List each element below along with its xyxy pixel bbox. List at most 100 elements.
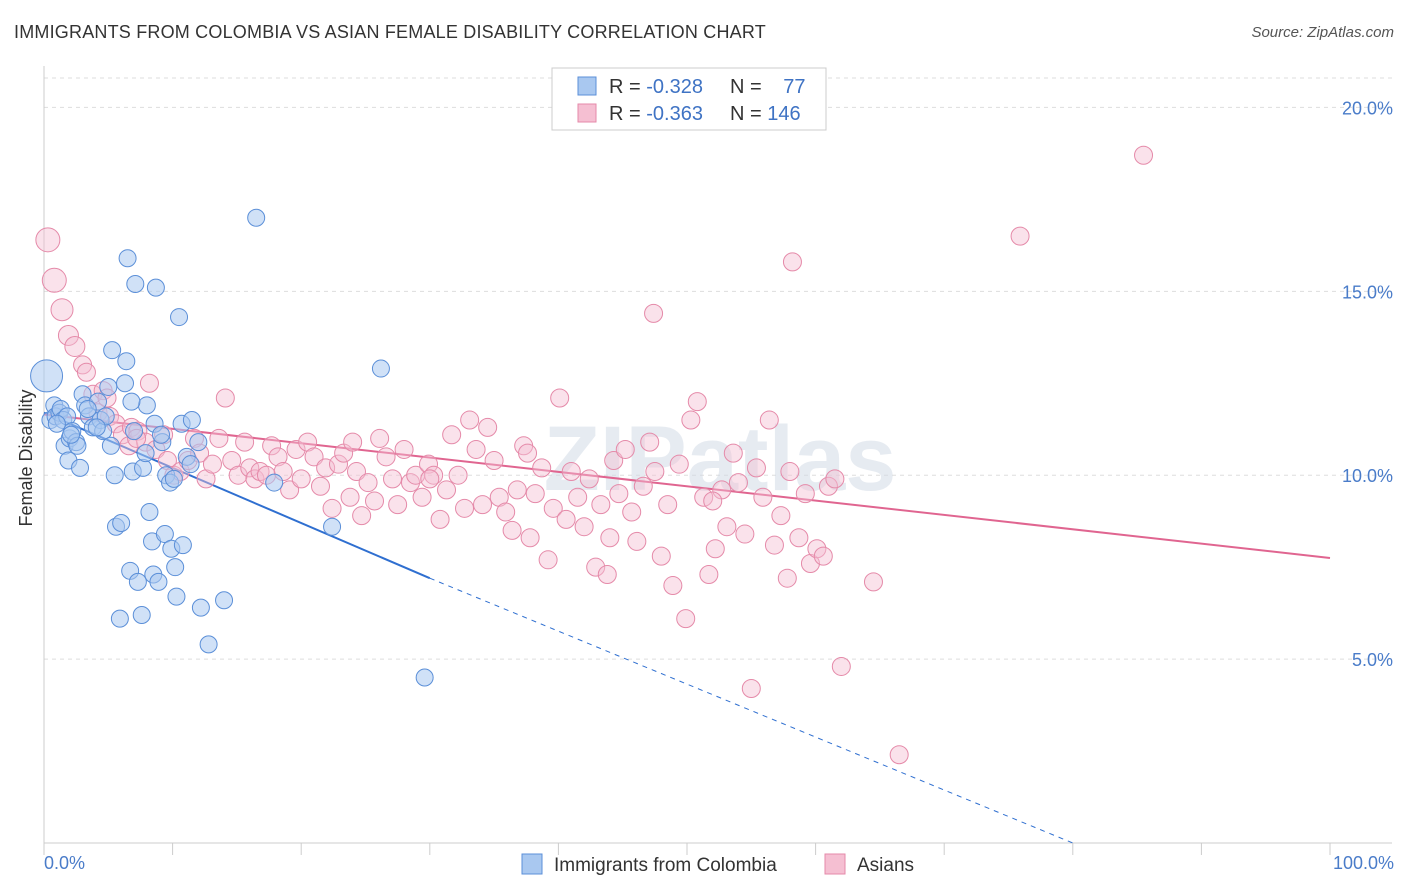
point-asians-67 — [437, 480, 457, 500]
point-asians-42 — [286, 439, 306, 459]
point-colombia-62 — [247, 208, 266, 227]
legend-r-label-colombia: R = — [609, 76, 646, 98]
point-asians-134 — [863, 572, 883, 592]
point-colombia-38 — [134, 458, 153, 477]
point-asians-79 — [507, 480, 527, 500]
point-colombia-51 — [166, 558, 185, 577]
point-asians-54 — [358, 473, 378, 493]
point-colombia-53 — [170, 308, 189, 327]
point-colombia-68 — [62, 425, 81, 444]
y-tick-labels: 5.0% 10.0% 15.0% 20.0% — [1342, 98, 1393, 670]
point-colombia-14 — [71, 458, 90, 477]
point-asians-55 — [365, 491, 385, 511]
point-colombia-71 — [101, 436, 120, 455]
point-asians-47 — [316, 458, 336, 478]
point-asians-102 — [645, 462, 665, 482]
point-asians-97 — [615, 439, 635, 459]
bottom-legend-swatch-asians — [824, 853, 846, 875]
point-asians-56 — [370, 428, 390, 448]
point-asians-115 — [723, 443, 743, 463]
svg-text:N = 77: N = 77 — [730, 76, 806, 98]
point-asians-0 — [35, 227, 61, 253]
point-colombia-45 — [149, 572, 168, 591]
point-asians-34 — [240, 458, 260, 478]
point-asians-74 — [478, 417, 498, 437]
point-asians-144 — [780, 462, 800, 482]
point-colombia-70 — [87, 418, 106, 437]
legend-r-value-asians: -0.363 — [646, 103, 703, 125]
point-asians-142 — [600, 528, 620, 548]
point-asians-130 — [813, 546, 833, 566]
point-colombia-34 — [125, 422, 144, 441]
point-colombia-44 — [146, 278, 165, 297]
point-asians-4 — [64, 335, 86, 357]
point-asians-46 — [310, 476, 330, 496]
point-colombia-57 — [181, 455, 200, 474]
point-colombia-73 — [136, 444, 155, 463]
point-asians-29 — [209, 428, 229, 448]
svg-text:N = 146: N = 146 — [730, 103, 801, 125]
point-asians-81 — [520, 528, 540, 548]
point-asians-141 — [518, 443, 538, 463]
bottom-legend-label-asians: Asians — [857, 855, 914, 876]
point-asians-71 — [460, 410, 480, 430]
point-colombia-61 — [215, 591, 234, 610]
y-axis-title: Female Disability — [16, 389, 36, 526]
point-asians-109 — [687, 392, 707, 412]
point-asians-107 — [676, 609, 696, 629]
point-colombia-60 — [199, 635, 218, 654]
point-colombia-29 — [116, 374, 135, 393]
point-asians-38 — [262, 436, 282, 456]
watermark: ZIPatlas — [544, 408, 897, 510]
point-asians-87 — [556, 509, 576, 529]
legend-n-value-colombia: 77 — [783, 76, 805, 98]
trend-line-colombia-extension — [429, 577, 1073, 844]
point-asians-96 — [609, 484, 629, 504]
point-asians-112 — [705, 539, 725, 559]
point-asians-118 — [741, 679, 761, 699]
point-asians-64 — [419, 454, 439, 474]
x-tick-label-max: 100.0% — [1333, 853, 1394, 873]
point-asians-95 — [604, 451, 624, 470]
point-colombia-66 — [415, 668, 434, 687]
point-asians-111 — [699, 565, 719, 585]
legend-r-value-colombia: -0.328 — [646, 76, 703, 98]
stats-legend-box — [551, 67, 827, 131]
point-asians-60 — [394, 439, 414, 459]
point-asians-65 — [424, 465, 444, 485]
point-colombia-63 — [265, 473, 284, 492]
point-asians-77 — [496, 502, 516, 522]
y-tick-label-0: 5.0% — [1352, 650, 1393, 670]
point-asians-45 — [304, 447, 324, 467]
series-legend: Immigrants from Colombia Asians — [521, 853, 914, 876]
point-asians-68 — [442, 425, 462, 445]
point-colombia-76 — [189, 433, 208, 452]
point-asians-2 — [50, 298, 74, 322]
point-asians-84 — [538, 550, 558, 570]
point-asians-105 — [663, 576, 683, 596]
point-asians-135 — [889, 745, 909, 765]
legend-r-label-asians: R = — [609, 103, 646, 125]
point-asians-28 — [202, 454, 222, 474]
point-asians-48 — [322, 498, 342, 518]
point-asians-53 — [352, 506, 372, 526]
y-tick-label-3: 20.0% — [1342, 98, 1393, 118]
legend-swatch-colombia — [577, 76, 597, 96]
point-asians-88 — [561, 462, 581, 482]
point-asians-91 — [579, 469, 599, 489]
point-asians-66 — [430, 509, 450, 529]
point-asians-124 — [777, 568, 797, 588]
point-colombia-75 — [164, 469, 183, 488]
point-colombia-30 — [117, 352, 136, 371]
point-colombia-0 — [30, 359, 64, 393]
point-asians-100 — [633, 476, 653, 496]
x-tick-label-min: 0.0% — [44, 853, 85, 873]
point-asians-99 — [627, 531, 647, 551]
point-asians-116 — [728, 473, 748, 493]
point-asians-33 — [235, 432, 255, 452]
point-colombia-35 — [126, 274, 145, 293]
point-asians-30 — [215, 388, 235, 408]
point-asians-123 — [771, 506, 791, 526]
point-colombia-36 — [128, 572, 147, 591]
point-asians-138 — [644, 303, 664, 323]
